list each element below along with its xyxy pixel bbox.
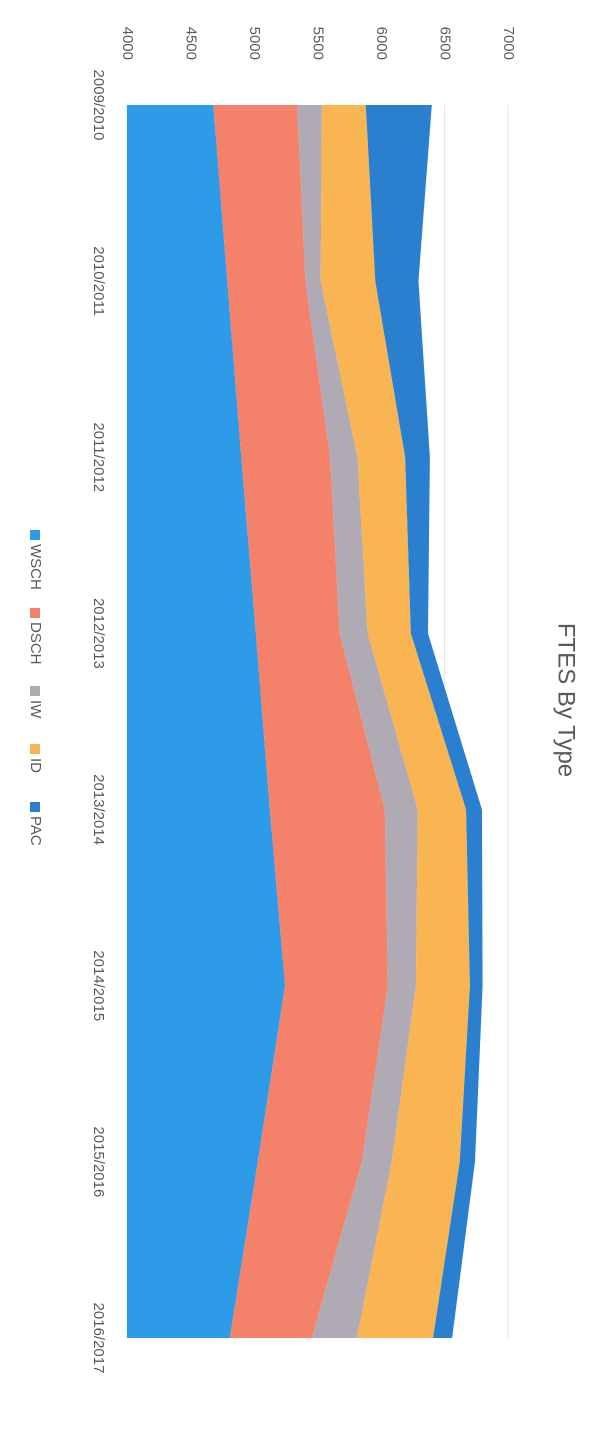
x-tick-label: 2012/2013 (90, 598, 107, 669)
legend-swatch (30, 744, 40, 754)
legend-swatch (30, 802, 40, 812)
area (365, 105, 483, 1338)
legend-swatch (30, 530, 40, 540)
legend-label: PAC (27, 816, 44, 846)
x-tick-label: 2010/2011 (90, 246, 107, 316)
legend-swatch (30, 608, 40, 618)
y-tick-label: 7000 (500, 27, 517, 60)
x-tick-label: 2015/2016 (90, 1126, 107, 1197)
rotated-chart: FTES By Type 4000 4500 5000 5500 6000 6500 700… (27, 27, 580, 1374)
y-tick-label: 4000 (119, 27, 136, 60)
area (297, 105, 418, 1338)
area (213, 105, 388, 1338)
x-tick-label: 2013/2014 (90, 774, 107, 845)
x-tick-label: 2014/2015 (90, 950, 107, 1021)
area (127, 105, 286, 1338)
y-tick-label: 4500 (183, 27, 200, 60)
area (320, 105, 470, 1338)
legend-label: ID (27, 758, 44, 773)
y-tick-label: 5500 (310, 27, 327, 60)
legend-label: IW (27, 700, 44, 719)
y-tick-label: 6000 (373, 27, 390, 60)
y-tick-label: 6500 (437, 27, 454, 60)
legend-swatch (30, 686, 40, 696)
chart-title: FTES By Type (553, 623, 580, 777)
y-tick-label: 5000 (246, 27, 263, 60)
x-tick-label: 2011/2012 (90, 422, 107, 492)
legend-label: WSCH (27, 544, 44, 590)
x-tick-label: 2009/2010 (90, 70, 107, 141)
x-tick-label: 2016/2017 (90, 1303, 107, 1374)
legend-label: DSCH (27, 622, 44, 665)
